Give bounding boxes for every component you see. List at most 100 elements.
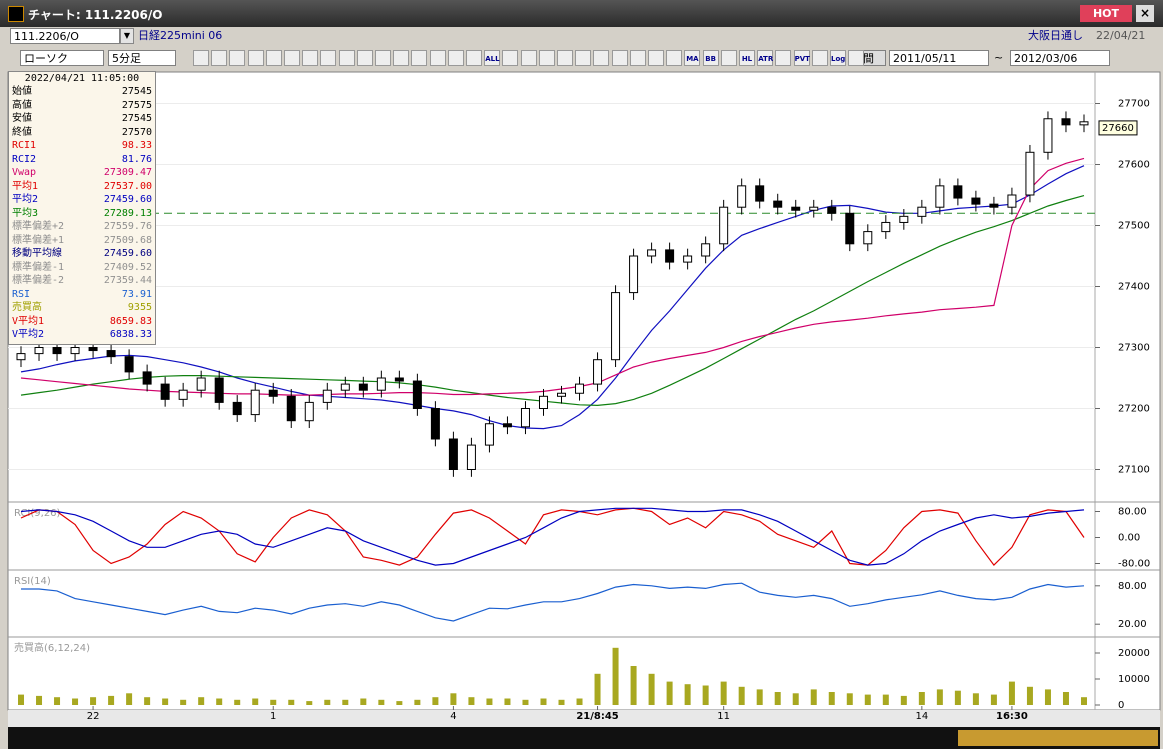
info-row: V平均2 6838.33 (9, 328, 155, 342)
info-panel: 2022/04/21 11:05:00 始値 27545 高値 27575 安値 2754… (8, 71, 156, 345)
candle-body (286, 395, 296, 422)
candle-body (304, 401, 314, 422)
bar (990, 694, 997, 705)
toolbar-icon[interactable]: BB (702, 50, 719, 66)
toolbar-icon[interactable]: ATR (757, 50, 773, 66)
hot-button[interactable]: HOT (1080, 5, 1132, 22)
toolbar-icon[interactable] (848, 50, 865, 66)
candle-body (611, 292, 621, 361)
close-button[interactable]: × (1136, 5, 1154, 22)
toolbar-icon[interactable] (775, 50, 792, 66)
bar (1044, 689, 1051, 705)
toolbar-icon[interactable] (193, 50, 209, 66)
toolbar-icon[interactable] (538, 50, 555, 66)
toolbar-icon[interactable] (666, 50, 683, 66)
dropdown-arrow[interactable]: ▼ (120, 28, 134, 44)
toolbar-icon[interactable] (447, 50, 464, 66)
info-value: 81.76 (121, 153, 152, 165)
info-value: 27289.13 (103, 207, 152, 219)
toolbar-icon[interactable] (356, 50, 373, 66)
y-tick-label: 27100 (1118, 465, 1150, 476)
candle-body (430, 408, 440, 440)
candle-body (557, 392, 567, 397)
info-value: 27575 (121, 99, 152, 111)
toolbar-icon[interactable] (811, 50, 828, 66)
candle-body (358, 383, 368, 391)
info-row: RSI 73.91 (9, 288, 155, 302)
interval-select[interactable]: 5分足 (108, 50, 176, 66)
toolbar-icon[interactable]: HL (739, 50, 755, 66)
scroll-track[interactable] (8, 727, 1160, 749)
info-value: 27545 (121, 113, 152, 124)
candle-body (70, 347, 80, 355)
toolbar-icon[interactable]: ALL (484, 50, 501, 66)
toolbar-icon[interactable] (320, 50, 337, 66)
toolbar-icon[interactable] (557, 50, 573, 66)
toolbar-icon[interactable] (429, 50, 446, 66)
toolbar-icon[interactable] (629, 50, 646, 66)
toolbar-icon[interactable] (338, 50, 355, 66)
toolbar-icon[interactable] (520, 50, 537, 66)
candle-body (142, 371, 152, 385)
x-tick-label: 1 (270, 711, 276, 722)
y-tick-label: 0.00 (1118, 533, 1140, 544)
toolbar-icon[interactable]: Log (830, 50, 846, 66)
bar (252, 698, 259, 705)
bar (396, 701, 403, 705)
bar (288, 699, 295, 705)
toolbar-icon[interactable] (593, 50, 610, 66)
toolbar-icon[interactable] (720, 50, 737, 66)
bar (72, 698, 79, 705)
toolbar-icon[interactable] (229, 50, 246, 66)
toolbar-icon[interactable] (375, 50, 391, 66)
chart-style-select[interactable]: ローソク (20, 50, 104, 66)
toolbar-icon[interactable] (648, 50, 664, 66)
from-date[interactable]: 2011/05/11 (889, 50, 989, 66)
toolbar-icon[interactable]: MA (684, 50, 701, 66)
bar (810, 689, 817, 705)
y-tick-label: 27500 (1118, 221, 1150, 232)
bar (324, 699, 331, 705)
toolbar-icon[interactable] (575, 50, 592, 66)
info-label: RCI1 (12, 140, 37, 151)
symbol-input[interactable]: 111.2206/O (10, 28, 120, 44)
info-label: 平均2 (12, 194, 39, 205)
candle-body (124, 356, 134, 373)
bar (180, 699, 187, 705)
to-date[interactable]: 2012/03/06 (1010, 50, 1110, 66)
toolbar-icon[interactable] (265, 50, 282, 66)
toolbar-icon[interactable] (284, 50, 300, 66)
bar (54, 697, 61, 705)
toolbar-icon[interactable] (302, 50, 319, 66)
toolbar-icon[interactable] (466, 50, 482, 66)
toolbar-icon[interactable] (411, 50, 428, 66)
toolbar-icon[interactable] (211, 50, 228, 66)
candle-body (160, 383, 170, 400)
candle-body (629, 255, 639, 294)
info-row: RCI2 81.76 (9, 153, 155, 167)
toolbar-icon[interactable] (393, 50, 410, 66)
candle-body (719, 206, 729, 245)
y-tick-label: 27600 (1118, 160, 1150, 171)
info-row: 安値 27545 (9, 112, 155, 126)
x-tick-label: 16:30 (996, 711, 1028, 722)
bar (900, 695, 907, 705)
toolbar-icon[interactable]: PVT (793, 50, 810, 66)
panel-title: RSI(14) (14, 576, 51, 587)
y-tick-label: 10000 (1118, 674, 1150, 685)
candle-body (448, 438, 458, 470)
candle-body (268, 389, 278, 397)
y-tick-label: 27700 (1118, 99, 1150, 110)
info-row: RCI1 98.33 (9, 139, 155, 153)
bar (630, 666, 637, 705)
toolbar-icon[interactable] (502, 50, 519, 66)
scroll-thumb[interactable] (958, 730, 1158, 746)
bar (972, 693, 979, 705)
x-tick-label: 22 (87, 711, 100, 722)
candle-body (881, 221, 891, 233)
bar (882, 694, 889, 705)
toolbar-icon[interactable] (611, 50, 628, 66)
toolbar-icon[interactable] (247, 50, 264, 66)
candle-body (953, 185, 963, 199)
